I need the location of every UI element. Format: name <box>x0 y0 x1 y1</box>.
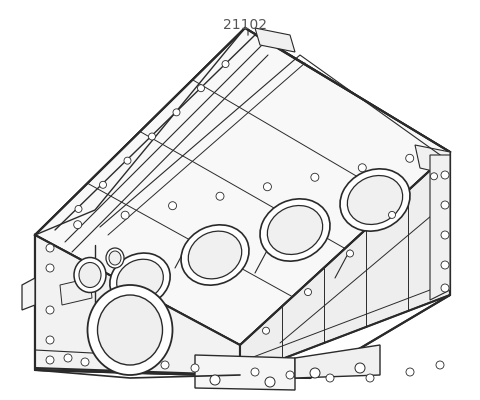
Circle shape <box>347 250 353 257</box>
Circle shape <box>173 109 180 116</box>
Circle shape <box>124 157 131 164</box>
Ellipse shape <box>188 231 242 279</box>
Circle shape <box>286 371 294 379</box>
Polygon shape <box>240 152 450 375</box>
Ellipse shape <box>74 258 106 292</box>
Ellipse shape <box>87 285 172 375</box>
Circle shape <box>46 244 54 252</box>
Circle shape <box>436 361 444 369</box>
Ellipse shape <box>340 169 410 231</box>
Circle shape <box>148 133 156 140</box>
Polygon shape <box>415 145 450 175</box>
Circle shape <box>441 261 449 269</box>
Circle shape <box>75 206 82 212</box>
Circle shape <box>326 374 334 382</box>
Circle shape <box>263 327 269 334</box>
Ellipse shape <box>267 206 323 254</box>
Circle shape <box>210 375 220 385</box>
Circle shape <box>310 368 320 378</box>
Circle shape <box>81 358 89 366</box>
Circle shape <box>358 164 366 172</box>
Ellipse shape <box>97 295 163 365</box>
Circle shape <box>222 60 229 68</box>
Ellipse shape <box>79 262 101 288</box>
Polygon shape <box>35 28 450 345</box>
Circle shape <box>265 377 275 387</box>
Circle shape <box>46 306 54 314</box>
Ellipse shape <box>106 248 124 268</box>
Circle shape <box>355 363 365 373</box>
Circle shape <box>251 368 259 376</box>
Circle shape <box>441 201 449 209</box>
Ellipse shape <box>117 259 163 301</box>
Circle shape <box>46 356 54 364</box>
Ellipse shape <box>348 176 403 224</box>
Circle shape <box>388 211 396 218</box>
Circle shape <box>99 181 107 188</box>
Circle shape <box>406 154 414 162</box>
Circle shape <box>311 173 319 181</box>
Circle shape <box>191 364 199 372</box>
Ellipse shape <box>181 225 249 285</box>
Polygon shape <box>22 278 35 310</box>
Circle shape <box>64 354 72 362</box>
Ellipse shape <box>109 251 121 265</box>
Circle shape <box>304 289 312 296</box>
Circle shape <box>441 284 449 292</box>
Polygon shape <box>295 345 380 378</box>
Polygon shape <box>255 28 295 52</box>
Polygon shape <box>195 355 295 390</box>
Circle shape <box>216 192 224 200</box>
Circle shape <box>197 85 204 92</box>
Circle shape <box>121 211 129 219</box>
Circle shape <box>406 368 414 376</box>
Polygon shape <box>35 28 450 378</box>
Circle shape <box>46 264 54 272</box>
Circle shape <box>46 336 54 344</box>
Polygon shape <box>430 155 450 300</box>
Circle shape <box>74 221 82 229</box>
Text: 21102: 21102 <box>223 18 267 32</box>
Circle shape <box>441 231 449 239</box>
Ellipse shape <box>110 253 170 307</box>
Ellipse shape <box>260 199 330 261</box>
Circle shape <box>161 361 169 369</box>
Circle shape <box>168 202 177 210</box>
Circle shape <box>441 171 449 179</box>
Polygon shape <box>35 235 240 375</box>
Circle shape <box>264 183 271 191</box>
Circle shape <box>431 173 437 180</box>
Circle shape <box>366 374 374 382</box>
Polygon shape <box>60 278 92 305</box>
